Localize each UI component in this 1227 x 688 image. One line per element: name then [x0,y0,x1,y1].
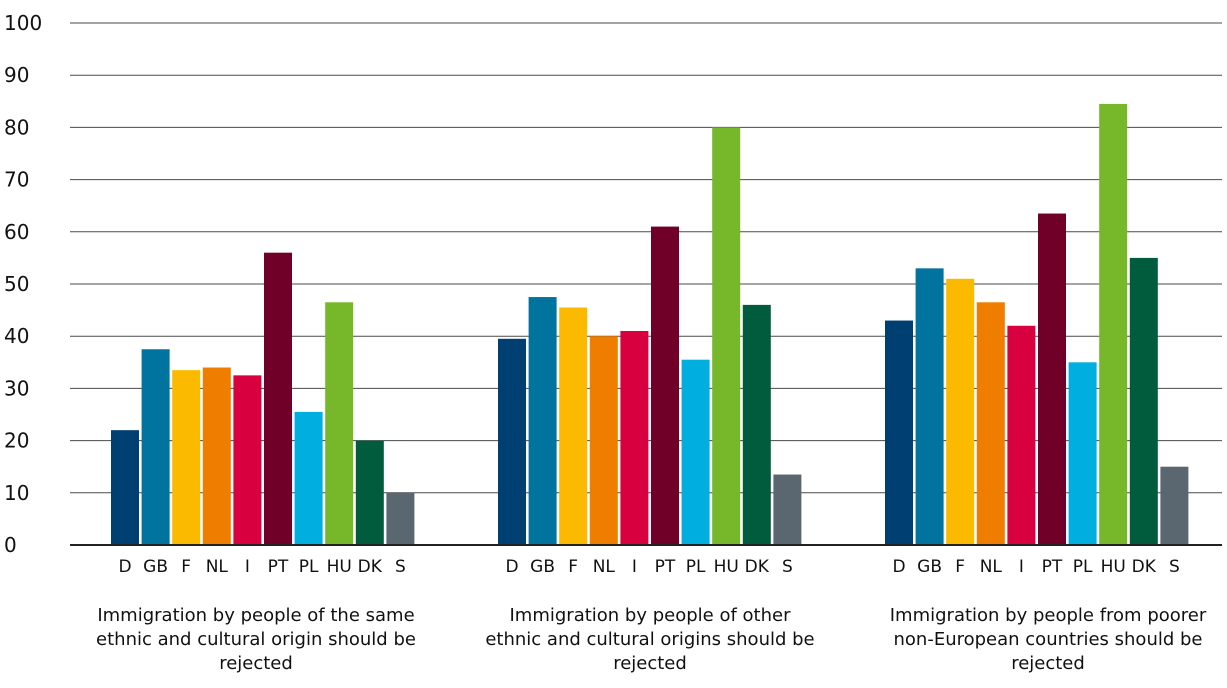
x-category-label: DK [1132,557,1157,577]
bar-i-group-2 [620,330,649,545]
x-category-label: HU [327,557,352,577]
bar-pt-group-2 [651,226,679,545]
group-label-other-origins: Immigration by people of other ethnic an… [485,605,815,674]
x-category-label: D [505,557,518,577]
x-category-label: GB [143,557,168,577]
y-tick-label: 0 [4,533,17,557]
bar-s-group-2 [773,474,802,545]
bar-pt-group-1 [264,252,292,545]
bar-gb-group-2 [528,297,557,545]
bar-pt-group-3 [1038,213,1066,545]
bar-dk-group-1 [355,440,384,545]
bar-hu-group-2 [712,127,741,546]
x-category-label: PT [268,557,289,577]
x-category-label: HU [714,557,739,577]
bar-gb-group-3 [915,268,944,545]
x-category-label: PT [655,557,676,577]
x-category-label: GB [917,557,942,577]
bar-gb-group-1 [141,349,170,545]
y-tick-label: 60 [4,220,29,244]
x-category-label: DK [745,557,770,577]
bar-hu-group-1 [325,302,354,545]
x-category-label: F [181,557,191,577]
bar-dk-group-3 [1129,257,1158,545]
x-category-label: I [245,557,250,577]
y-tick-label: 90 [4,63,29,87]
group-label-same-origin: Immigration by people of the same ethnic… [96,605,416,674]
bar-pl-group-1 [294,411,323,545]
bar-s-group-3 [1160,466,1189,545]
bar-nl-group-1 [202,367,231,545]
bar-d-group-1 [111,430,139,545]
bar-dk-group-2 [742,304,771,545]
x-category-label: F [568,557,578,577]
y-tick-label: 100 [4,11,42,35]
bar-pl-group-2 [681,359,710,545]
bars [111,103,1189,546]
y-tick-label: 20 [4,429,29,453]
x-category-label: F [955,557,965,577]
group-label-poorer-countries: Immigration by people from poorer non-Eu… [889,605,1207,674]
x-category-label: HU [1101,557,1126,577]
x-category-label: PL [1073,557,1093,577]
bar-hu-group-3 [1099,103,1128,545]
y-tick-label: 50 [4,272,29,296]
x-category-label: GB [530,557,555,577]
x-category-label: S [1169,557,1180,577]
bar-d-group-3 [885,320,913,545]
x-category-label: D [892,557,905,577]
x-category-label: S [782,557,793,577]
bar-i-group-3 [1007,325,1036,545]
y-axis-ticks: 0 10 20 30 40 50 60 70 80 90 100 [4,11,42,557]
bar-pl-group-3 [1068,362,1097,545]
bar-i-group-1 [233,375,262,545]
bar-nl-group-3 [976,302,1005,545]
bar-f-group-1 [172,370,201,545]
y-tick-label: 10 [4,481,29,505]
x-category-label: NL [980,557,1003,577]
x-category-label: DK [358,557,383,577]
x-category-label: NL [206,557,229,577]
y-tick-label: 80 [4,115,29,139]
bar-f-group-2 [559,307,588,545]
gridlines [70,22,1222,494]
y-tick-label: 40 [4,324,29,348]
y-tick-label: 30 [4,376,29,400]
x-category-label: NL [593,557,616,577]
bar-s-group-1 [386,492,415,545]
x-category-label: PL [299,557,319,577]
x-category-label: I [632,557,637,577]
y-tick-label: 70 [4,168,29,192]
x-category-label: PL [686,557,706,577]
bar-d-group-2 [498,338,526,545]
x-axis-category-labels: D GB F NL I PT PL HU DK S D GB F NL I PT PL HU DK S D GB F NL I P… [118,557,1179,577]
x-category-label: S [395,557,406,577]
x-category-label: D [118,557,131,577]
x-category-label: I [1019,557,1024,577]
bar-f-group-3 [946,278,975,545]
x-category-label: PT [1042,557,1063,577]
bar-nl-group-2 [589,336,618,545]
